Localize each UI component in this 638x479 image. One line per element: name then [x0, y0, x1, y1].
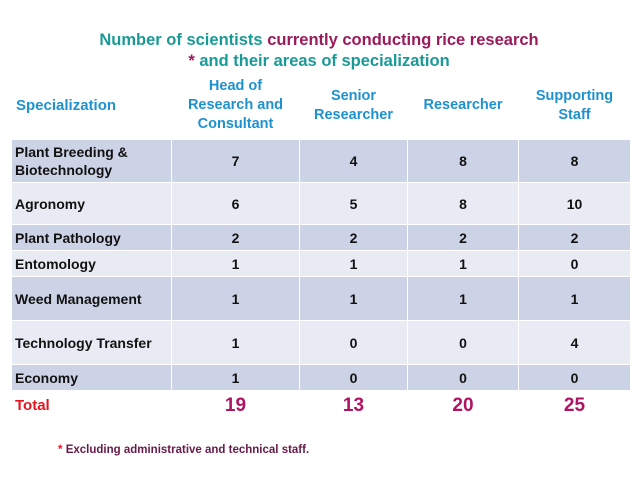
table-row: Technology Transfer 1 0 0 4	[11, 320, 631, 365]
title-line-2: * and their areas of specialization	[0, 51, 638, 72]
cell-value: 6	[171, 182, 300, 225]
cell-value: 8	[518, 139, 631, 183]
table-row: Plant Pathology 2 2 2 2	[11, 224, 631, 251]
table-row: Entomology 1 1 1 0	[11, 250, 631, 277]
total-row: Total 19 13 20 25	[11, 390, 631, 421]
row-label: Economy	[11, 364, 172, 391]
cell-value: 5	[299, 182, 408, 225]
cell-value: 0	[407, 320, 519, 365]
table-header-row: Specialization Head of Research and Cons…	[11, 71, 631, 140]
cell-value: 1	[171, 276, 300, 321]
cell-value: 2	[518, 224, 631, 251]
total-value: 20	[407, 390, 519, 421]
cell-value: 1	[518, 276, 631, 321]
cell-value: 0	[299, 364, 408, 391]
total-value: 13	[299, 390, 408, 421]
title-part-1: Number of scientists	[99, 31, 263, 49]
row-label: Plant Pathology	[11, 224, 172, 251]
header-senior-researcher: Senior Researcher	[299, 71, 408, 140]
cell-value: 1	[171, 250, 300, 277]
title-line-1: Number of scientists currently conductin…	[0, 30, 638, 51]
cell-value: 2	[407, 224, 519, 251]
total-value: 19	[171, 390, 300, 421]
header-researcher: Researcher	[407, 71, 519, 140]
row-label: Technology Transfer	[11, 320, 172, 365]
cell-value: 1	[171, 320, 300, 365]
table-row: Plant Breeding & Biotechnology 7 4 8 8	[11, 139, 631, 183]
cell-value: 2	[299, 224, 408, 251]
cell-value: 10	[518, 182, 631, 225]
cell-value: 0	[407, 364, 519, 391]
cell-value: 2	[171, 224, 300, 251]
table-row: Economy 1 0 0 0	[11, 364, 631, 391]
footnote-text: Excluding administrative and technical s…	[65, 444, 310, 456]
row-label: Entomology	[11, 250, 172, 277]
footnote: * Excluding administrative and technical…	[58, 444, 309, 456]
header-supporting-staff: Supporting Staff	[518, 71, 631, 140]
scientists-table: Specialization Head of Research and Cons…	[11, 71, 631, 421]
total-value: 25	[518, 390, 631, 421]
cell-value: 4	[518, 320, 631, 365]
title-part-2: currently conducting rice research	[267, 31, 539, 49]
table-row: Weed Management 1 1 1 1	[11, 276, 631, 321]
cell-value: 1	[299, 250, 408, 277]
cell-value: 1	[407, 250, 519, 277]
cell-value: 8	[407, 182, 519, 225]
cell-value: 4	[299, 139, 408, 183]
cell-value: 1	[171, 364, 300, 391]
cell-value: 0	[518, 250, 631, 277]
total-label: Total	[11, 390, 172, 421]
title-part-3: and their areas of specialization	[199, 52, 450, 70]
table-row: Agronomy 6 5 8 10	[11, 182, 631, 225]
row-label: Weed Management	[11, 276, 172, 321]
cell-value: 8	[407, 139, 519, 183]
slide-title: Number of scientists currently conductin…	[0, 30, 638, 72]
cell-value: 1	[407, 276, 519, 321]
cell-value: 0	[299, 320, 408, 365]
row-label: Plant Breeding & Biotechnology	[11, 139, 172, 183]
header-head-of-research: Head of Research and Consultant	[171, 71, 300, 140]
cell-value: 1	[299, 276, 408, 321]
row-label: Agronomy	[11, 182, 172, 225]
cell-value: 7	[171, 139, 300, 183]
header-specialization: Specialization	[11, 71, 172, 140]
footnote-asterisk: *	[58, 444, 63, 456]
cell-value: 0	[518, 364, 631, 391]
title-asterisk: *	[188, 52, 195, 70]
